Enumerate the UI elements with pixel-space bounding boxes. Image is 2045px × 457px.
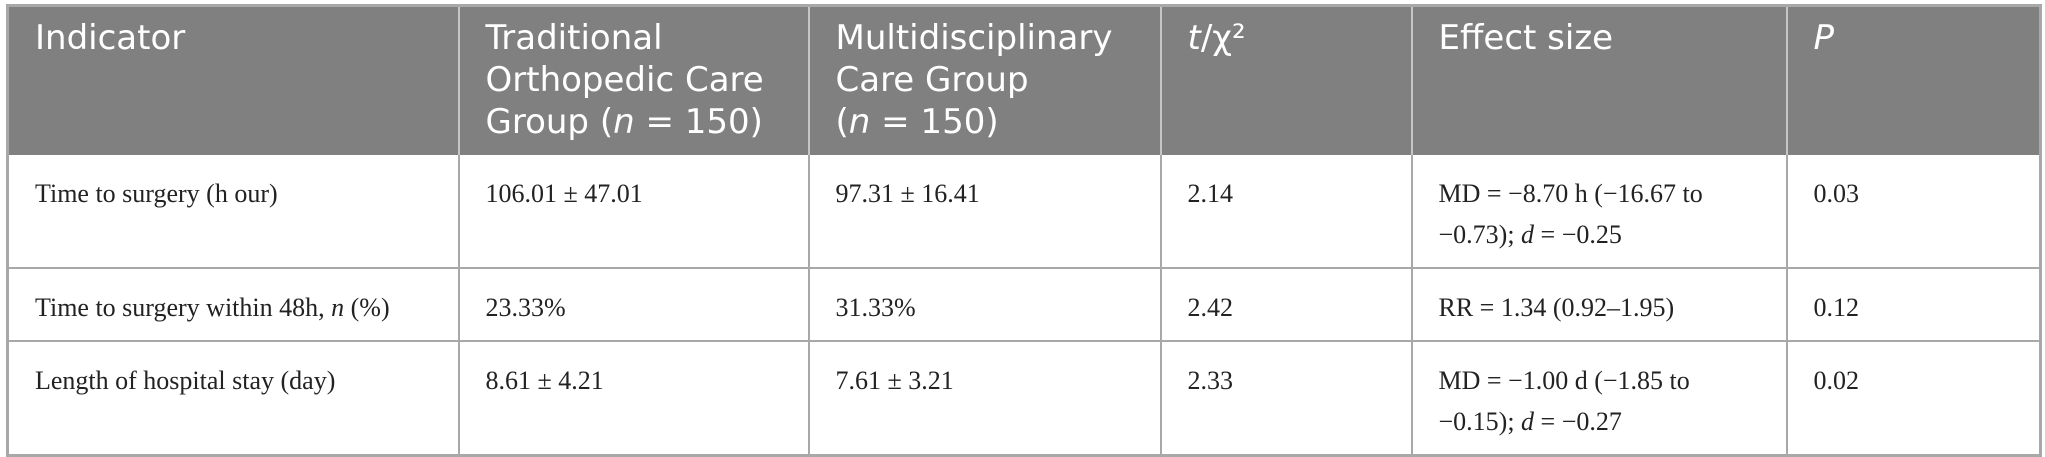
cell-multidisciplinary: 7.61 ± 3.21: [807, 340, 1161, 456]
table-header: Indicator Traditional Orthopedic Care Grou…: [7, 5, 2041, 155]
header-effect-size: Effect size: [1410, 5, 1787, 155]
table-row: Time to surgery within 48h, n (%) 23.33%…: [7, 267, 2041, 341]
header-multidisciplinary-group: Multidisciplinary Care Group (n = 150): [807, 5, 1161, 155]
cell-traditional: 106.01 ± 47.01: [457, 155, 809, 268]
table-row: Length of hospital stay (day) 8.61 ± 4.2…: [7, 340, 2041, 456]
cell-multidisciplinary: 97.31 ± 16.41: [807, 155, 1161, 268]
cell-p-value: 0.03: [1785, 155, 2041, 268]
header-row: Indicator Traditional Orthopedic Care Grou…: [7, 5, 2041, 155]
cell-effect-size: RR = 1.34 (0.92–1.95): [1410, 267, 1787, 341]
cell-p-value: 0.02: [1785, 340, 2041, 456]
header-test-statistic: t/χ²: [1159, 5, 1412, 155]
header-indicator: Indicator: [7, 5, 459, 155]
cell-traditional: 23.33%: [457, 267, 809, 341]
header-traditional-group: Traditional Orthopedic Care Group (n = 150…: [457, 5, 809, 155]
cell-statistic: 2.14: [1159, 155, 1412, 268]
cell-indicator: Time to surgery (h our): [35, 179, 278, 208]
header-p-value: P: [1785, 5, 2041, 155]
table-body: Time to surgery (h our) 106.01 ± 47.01 9…: [7, 155, 2041, 456]
comparison-table: Indicator Traditional Orthopedic Care Grou…: [6, 4, 2042, 457]
table-row: Time to surgery (h our) 106.01 ± 47.01 9…: [8, 155, 2041, 268]
cell-effect-size: MD = −8.70 h (−16.67 to −0.73); d = −0.2…: [1410, 155, 1787, 268]
cell-indicator: Time to surgery within 48h, n (%): [7, 267, 459, 341]
cell-statistic: 2.33: [1159, 340, 1412, 456]
cell-p-value: 0.12: [1785, 267, 2041, 341]
cell-statistic: 2.42: [1159, 267, 1412, 341]
cell-traditional: 8.61 ± 4.21: [457, 340, 809, 456]
cell-indicator: Length of hospital stay (day): [7, 340, 459, 456]
cell-effect-size: MD = −1.00 d (−1.85 to −0.15); d = −0.27: [1410, 340, 1787, 456]
cell-multidisciplinary: 31.33%: [807, 267, 1161, 341]
